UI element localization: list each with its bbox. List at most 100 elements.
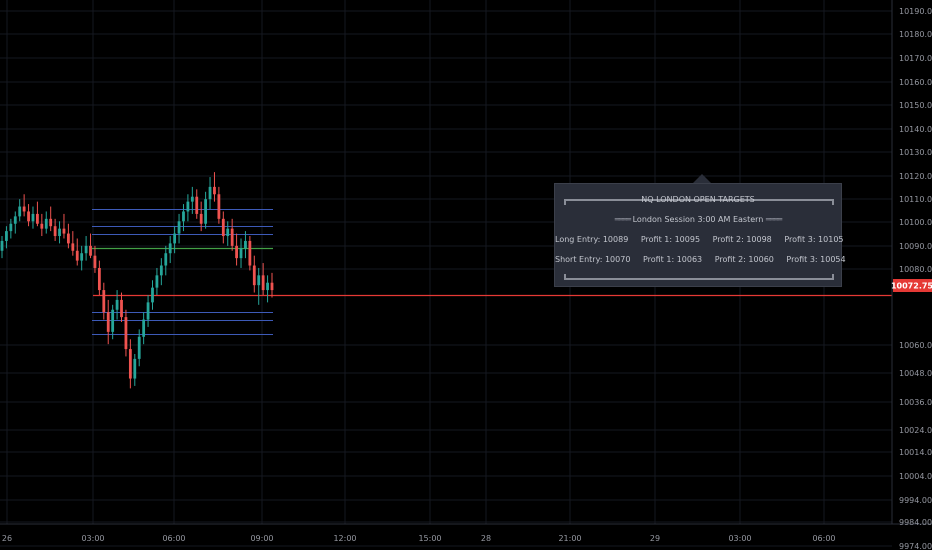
candle-body: [266, 282, 269, 291]
panel-title: NQ LONDON OPEN TARGETS: [641, 195, 755, 204]
candle-body: [71, 243, 75, 251]
candle-body: [257, 275, 261, 286]
time-tick-label: 21:00: [558, 534, 581, 543]
current-price-label: 10072.75: [891, 282, 932, 291]
price-tick-label: 10140.00: [899, 125, 932, 134]
panel-session-row: ════ London Session 3:00 AM Eastern ════: [555, 215, 841, 224]
current-price-tag: 10072.75: [891, 279, 932, 292]
candlesticks: [0, 172, 274, 389]
candle-body: [49, 218, 53, 227]
candle-body: [137, 336, 141, 359]
panel-frame-top: [564, 199, 834, 205]
current-price-tag-bg: [893, 279, 932, 292]
candle-body: [164, 253, 168, 266]
candle-body: [84, 245, 88, 254]
candle-body: [133, 358, 137, 379]
session-decor-left: ════: [614, 215, 631, 224]
candle-body: [186, 201, 190, 212]
candle-body: [27, 211, 30, 222]
candle-body: [252, 265, 256, 286]
candle-body: [44, 218, 48, 229]
candle-body: [155, 275, 159, 288]
candle-body: [168, 243, 172, 254]
candle-body: [40, 223, 44, 229]
time-tick-label: 06:00: [812, 534, 835, 543]
candle-body: [124, 317, 128, 350]
target-levels: [92, 209, 892, 335]
price-tick-label: 9974.00: [899, 542, 932, 550]
long-profit-1: Profit 1: 10095: [640, 235, 701, 244]
time-tick-label: 03:00: [728, 534, 751, 543]
price-tick-label: 9994.00: [899, 496, 932, 505]
candle-body: [13, 216, 17, 224]
candle-body: [217, 194, 221, 219]
price-tick-label: 10004.00: [899, 472, 932, 481]
candle-body: [142, 319, 146, 337]
price-tick-label: 10014.00: [899, 448, 932, 457]
candle-body: [261, 275, 265, 291]
candle-body: [36, 213, 39, 224]
candle-body: [204, 199, 208, 224]
long-profit-2: Profit 2: 10098: [712, 235, 772, 244]
candle-body: [111, 309, 115, 332]
price-tick-label: 10120.00: [899, 172, 932, 181]
candle-body: [120, 299, 123, 318]
short-entry-value: Short Entry: 10070: [555, 255, 631, 264]
candle-body: [53, 226, 57, 237]
candle-body: [80, 253, 84, 261]
price-tick-label: 10110.00: [899, 195, 932, 204]
candle-body: [248, 240, 252, 266]
short-profit-2: Profit 2: 10060: [714, 255, 774, 264]
long-profit-3: Profit 3: 10105: [784, 235, 844, 244]
candle-body: [270, 282, 274, 291]
time-tick-label: 09:00: [250, 534, 273, 543]
candle-body: [62, 228, 66, 234]
candle-body: [31, 213, 35, 222]
price-tick-label: 10180.00: [899, 30, 932, 39]
candle-body: [195, 196, 199, 214]
panel-session: London Session 3:00 AM Eastern: [632, 215, 764, 224]
candle-body: [93, 255, 97, 268]
panel-frame-bottom: [564, 274, 834, 280]
time-tick-label: 28: [481, 534, 491, 543]
price-tick-label: 10060.00: [899, 341, 932, 350]
panel-pointer: [693, 174, 711, 183]
panel-long-row: Long Entry: 10089 Profit 1: 10095 Profit…: [555, 235, 844, 244]
candle-body: [173, 233, 177, 244]
short-profit-3: Profit 3: 10054: [786, 255, 846, 264]
time-axis[interactable]: 26 03:00 06:00 09:00 12:00 15:00 28 21:00 29 03:0…: [2, 534, 836, 543]
candle-body: [230, 228, 234, 246]
time-tick-label: 29: [650, 534, 660, 543]
price-tick-label: 10150.00: [899, 101, 932, 110]
targets-panel: NQ LONDON OPEN TARGETS ════ London Sessi…: [554, 183, 846, 287]
time-tick-label: 26: [2, 534, 12, 543]
price-tick-label: 10080.00: [899, 265, 932, 274]
panel-title-row: NQ LONDON OPEN TARGETS: [555, 195, 841, 204]
candle-body: [213, 186, 216, 195]
price-tick-label: 10024.00: [899, 426, 932, 435]
short-profit-1: Profit 1: 10063: [642, 255, 703, 264]
time-tick-label: 15:00: [418, 534, 441, 543]
candle-body: [102, 290, 106, 313]
time-tick-label: 06:00: [162, 534, 185, 543]
candle-body: [89, 245, 92, 256]
long-entry-value: Long Entry: 10089: [555, 235, 629, 244]
price-axis[interactable]: 10190.00 10180.00 10170.00 10160.00 10150.00…: [899, 7, 932, 550]
price-tick-label: 10160.00: [899, 78, 932, 87]
candle-body: [159, 265, 163, 276]
candle-body: [177, 221, 181, 234]
candle-body: [208, 186, 212, 200]
candle-body: [128, 349, 132, 379]
price-tick-label: 10048.00: [899, 369, 932, 378]
candle-body: [58, 228, 61, 237]
panel-short-row: Short Entry: 10070 Profit 1: 10063 Profi…: [555, 255, 846, 264]
grid-lines: [0, 0, 892, 547]
candle-body: [182, 211, 185, 222]
candle-body: [97, 267, 101, 291]
candle-body: [239, 248, 243, 259]
candle-body: [190, 196, 194, 202]
price-tick-label: 10090.00: [899, 242, 932, 251]
candle-body: [9, 223, 13, 232]
candle-body: [18, 206, 22, 217]
